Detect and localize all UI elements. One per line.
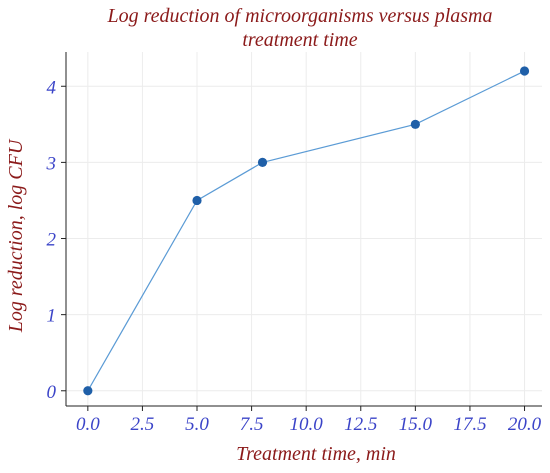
x-tick-label: 5.0	[185, 414, 209, 435]
x-axis-label: Treatment time, min	[236, 443, 396, 465]
y-tick-label: 4	[47, 77, 57, 98]
y-tick-label: 3	[46, 153, 57, 174]
data-point	[83, 386, 93, 396]
data-point	[519, 66, 530, 76]
x-tick-label: 2.5	[131, 414, 155, 435]
y-tick-label: 1	[47, 306, 57, 327]
x-tick-label: 20.0	[508, 414, 542, 435]
x-tick-label: 10.0	[290, 414, 324, 435]
grid-layer	[66, 52, 542, 406]
series-layer	[83, 66, 530, 396]
text-layer: Log reduction of microorganisms versus p…	[5, 5, 542, 465]
axes-layer	[61, 52, 542, 411]
y-tick-label: 0	[47, 382, 57, 403]
x-tick-label: 17.5	[453, 414, 486, 435]
y-tick-label: 2	[47, 230, 57, 251]
data-point	[192, 195, 202, 206]
x-tick-label: 15.0	[399, 414, 433, 435]
y-axis-label: Log reduction, log CFU	[5, 138, 27, 333]
chart-title-line2: treatment time	[242, 29, 357, 51]
data-point	[410, 119, 420, 129]
x-tick-label: 7.5	[240, 414, 264, 435]
x-tick-label: 12.5	[344, 414, 377, 435]
x-tick-label: 0.0	[76, 414, 100, 435]
chart-title-line1: Log reduction of microorganisms versus p…	[107, 5, 493, 27]
data-point	[257, 157, 268, 167]
